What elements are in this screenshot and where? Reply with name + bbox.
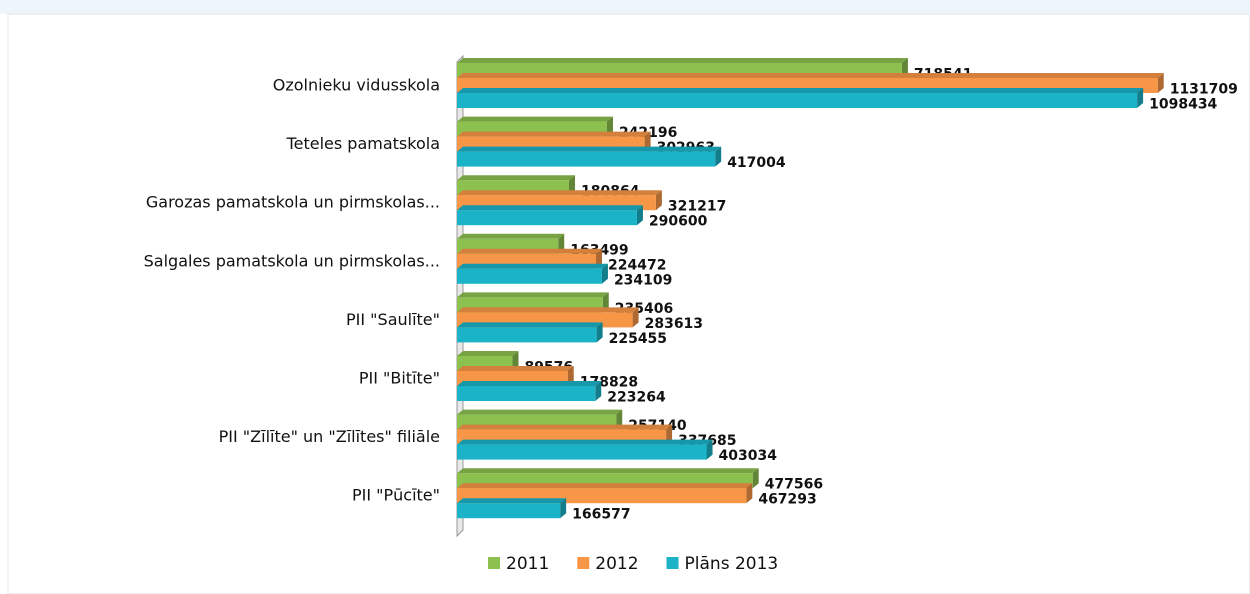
legend-label: 2012	[595, 554, 638, 574]
legend-label: Plāns 2013	[685, 554, 779, 574]
category-label: PII "Bitīte"	[359, 369, 440, 388]
bar-face	[1157, 73, 1164, 93]
value-label: 283613	[645, 316, 703, 332]
bar-face	[457, 351, 519, 356]
bar-face	[632, 307, 639, 328]
value-label: 477566	[765, 477, 823, 493]
bar-face	[457, 292, 609, 298]
bar	[457, 88, 1144, 108]
category-label: Teteles pamatskola	[286, 134, 440, 153]
bar-face	[457, 381, 602, 386]
bar-face	[457, 93, 1138, 108]
category-label: Ozolnieku vidusskola	[273, 76, 440, 95]
bar-face	[457, 307, 639, 313]
bar-face	[457, 233, 565, 239]
bar	[457, 439, 713, 460]
bar-face	[457, 439, 713, 445]
bar-face	[655, 190, 662, 211]
bar-face	[457, 131, 651, 137]
bar-face	[457, 366, 574, 371]
bar-face	[595, 381, 602, 401]
bar	[457, 322, 603, 343]
bar-face	[457, 268, 602, 284]
bar-face	[457, 327, 597, 343]
bar-face	[746, 483, 753, 504]
bar-face	[1137, 88, 1144, 108]
bar-face	[457, 205, 643, 211]
bar-face	[457, 58, 908, 63]
category-label: PII "Saulīte"	[346, 310, 440, 329]
bar	[457, 146, 722, 167]
bar-face	[457, 386, 596, 401]
bar-face	[457, 175, 575, 181]
bar-face	[457, 73, 1164, 78]
value-label: 223264	[607, 390, 666, 406]
bar-face	[457, 210, 637, 226]
legend-swatch	[666, 557, 679, 569]
bar	[457, 381, 602, 401]
value-label: 290600	[649, 214, 708, 230]
legend-swatch	[577, 557, 590, 569]
category-label: PII "Zīlīte" un "Zīlītes" filiāle	[219, 427, 440, 446]
bar-face	[457, 151, 716, 167]
legend-swatch	[488, 557, 500, 569]
bar	[457, 498, 567, 519]
bar-face	[596, 322, 603, 343]
bar	[457, 205, 643, 226]
bar-face	[457, 146, 722, 152]
value-label: 1131709	[1170, 82, 1238, 98]
value-label: 166577	[572, 507, 630, 523]
value-label: 467293	[758, 492, 816, 508]
category-label: PII "Pūcīte"	[352, 486, 440, 505]
bar-face	[457, 424, 673, 430]
top-band	[0, 0, 1250, 14]
bar-face	[457, 263, 608, 269]
legend-label: 2011	[506, 554, 549, 574]
bar-face	[560, 498, 567, 519]
value-label: 403034	[719, 448, 778, 464]
bar-face	[457, 322, 603, 328]
category-label: Salgales pamatskola un pirmskolas...	[144, 251, 440, 270]
bar-face	[457, 468, 759, 474]
bar-face	[752, 468, 759, 489]
bar-face	[457, 503, 561, 519]
value-label: 417004	[727, 155, 786, 171]
category-label: Garozas pamatskola un pirmskolas...	[146, 193, 440, 212]
bar-face	[457, 483, 753, 489]
bar-face	[636, 205, 643, 226]
value-label: 224472	[608, 257, 666, 273]
bar	[457, 263, 608, 284]
bar-face	[457, 190, 662, 196]
bar-face	[457, 444, 707, 460]
bar-face	[457, 498, 567, 504]
bar-face	[457, 409, 623, 415]
bar-face	[601, 263, 608, 284]
bar-face	[457, 116, 613, 122]
bar-face	[706, 439, 713, 460]
value-label: 1098434	[1149, 97, 1217, 113]
bar-face	[457, 88, 1144, 93]
value-label: 234109	[614, 272, 672, 288]
value-label: 225455	[609, 331, 667, 347]
bar-face	[457, 248, 602, 254]
bar-face	[715, 146, 722, 167]
value-label: 321217	[668, 199, 726, 215]
